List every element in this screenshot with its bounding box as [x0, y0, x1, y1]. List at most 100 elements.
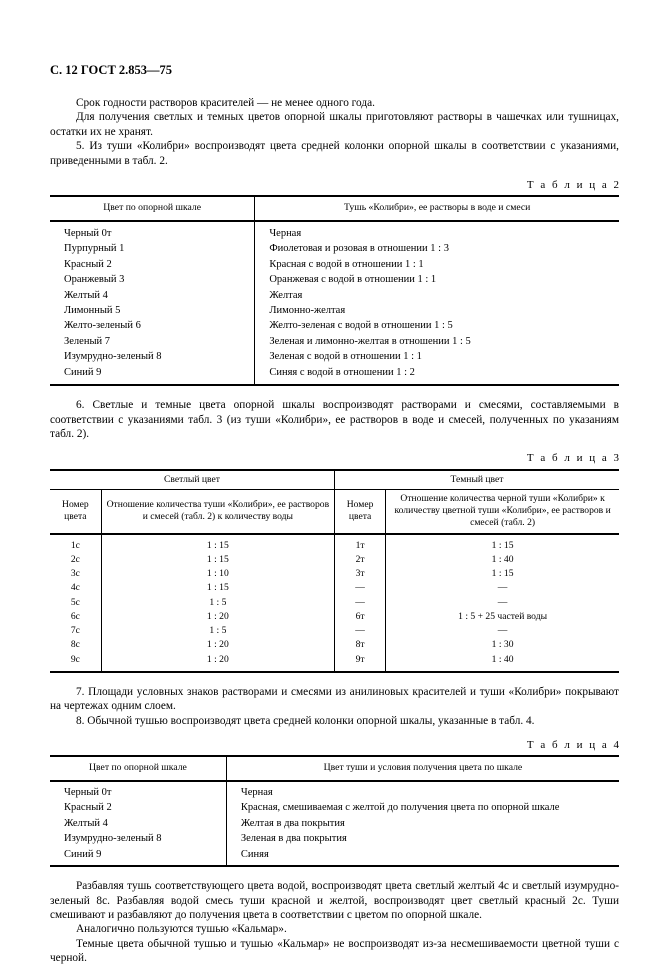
table-row: Пурпурный 1Фиолетовая и розовая в отноше… [50, 241, 619, 256]
table-row: Изумрудно-зеленый 8Зеленая с водой в отн… [50, 349, 619, 364]
table-cell: Черный 0т [50, 781, 226, 800]
table-row: Красный 2Красная, смешиваемая с желтой д… [50, 800, 619, 815]
table-header: Отношение количества туши «Колибри», ее … [101, 489, 334, 533]
table-cell: 3т [334, 567, 385, 581]
table-row: 4с1 : 15—— [50, 581, 619, 595]
table-cell: 1 : 10 [101, 567, 334, 581]
table-cell: — [334, 624, 385, 638]
table-header: Цвет по опорной шкале [50, 756, 226, 780]
table-cell: Зеленая и лимонно-желтая в отношении 1 :… [255, 334, 619, 349]
table-cell: 9с [50, 653, 101, 672]
table-cell: Желто-зеленый 6 [50, 318, 255, 333]
paragraph: 7. Площади условных знаков растворами и … [50, 685, 619, 714]
table-cell: Синий 9 [50, 365, 255, 385]
table-label-text: Т а б л и ц а [527, 179, 609, 191]
table-cell: 1 : 5 + 25 частей воды [386, 610, 619, 624]
table-cell: Зеленая в два покрытия [226, 831, 619, 846]
table-cell: Красный 2 [50, 800, 226, 815]
table-cell: Зеленый 7 [50, 334, 255, 349]
table-row: 9с1 : 209т1 : 40 [50, 653, 619, 672]
table-row: Черный 0тЧерная [50, 221, 619, 241]
table-cell: Синяя с водой в отношении 1 : 2 [255, 365, 619, 385]
table-cell: Пурпурный 1 [50, 241, 255, 256]
table-cell: — [334, 596, 385, 610]
table-number: 4 [614, 739, 620, 751]
table-header: Отношение количества черной туши «Колибр… [386, 489, 619, 533]
table-number: 3 [614, 452, 620, 464]
table-row: Изумрудно-зеленый 8Зеленая в два покрыти… [50, 831, 619, 846]
table-row: Желто-зеленый 6Желто-зеленая с водой в о… [50, 318, 619, 333]
page-header: С. 12 ГОСТ 2.853—75 [50, 62, 619, 78]
table-label: Т а б л и ц а 3 [50, 451, 619, 465]
table-cell: Оранжевый 3 [50, 272, 255, 287]
table-cell: Черная [226, 781, 619, 800]
table-cell: Изумрудно-зеленый 8 [50, 349, 255, 364]
table-row: 1с1 : 151т1 : 15 [50, 534, 619, 553]
table-cell: Желтый 4 [50, 816, 226, 831]
table-header: Номер цвета [50, 489, 101, 533]
table-cell: 1 : 40 [386, 653, 619, 672]
table-cell: 6т [334, 610, 385, 624]
table-cell: Желтая [255, 288, 619, 303]
table-cell: 1 : 15 [386, 567, 619, 581]
table-cell: 9т [334, 653, 385, 672]
table-label-text: Т а б л и ц а [527, 452, 609, 464]
table-cell: 8т [334, 638, 385, 652]
table-cell: Лимонно-желтая [255, 303, 619, 318]
paragraph: 8. Обычной тушью воспроизводят цвета сре… [50, 714, 619, 728]
table-label: Т а б л и ц а 2 [50, 178, 619, 192]
table-cell: 1 : 40 [386, 553, 619, 567]
table-cell: Желтая в два покрытия [226, 816, 619, 831]
table-cell: 1т [334, 534, 385, 553]
table-cell: Фиолетовая и розовая в отношении 1 : 3 [255, 241, 619, 256]
table-cell: 1 : 20 [101, 653, 334, 672]
paragraph: Разбавляя тушь соответствующего цвета во… [50, 879, 619, 922]
table-row: 2с1 : 152т1 : 40 [50, 553, 619, 567]
table-cell: Синяя [226, 847, 619, 866]
table-row: 5с1 : 5—— [50, 596, 619, 610]
table-4: Цвет по опорной шкале Цвет туши и услови… [50, 755, 619, 867]
table-cell: Желто-зеленая с водой в отношении 1 : 5 [255, 318, 619, 333]
table-header: Цвет туши и условия получения цвета по ш… [226, 756, 619, 780]
table-row: Лимонный 5Лимонно-желтая [50, 303, 619, 318]
table-2: Цвет по опорной шкале Тушь «Колибри», ее… [50, 195, 619, 386]
table-cell: 1 : 5 [101, 624, 334, 638]
table-cell: 6с [50, 610, 101, 624]
table-cell: 1 : 15 [101, 553, 334, 567]
table-row: Оранжевый 3Оранжевая с водой в отношении… [50, 272, 619, 287]
table-header: Номер цвета [334, 489, 385, 533]
table-number: 2 [614, 179, 620, 191]
table-cell: 2т [334, 553, 385, 567]
table-row: Черный 0тЧерная [50, 781, 619, 800]
table-cell: — [386, 624, 619, 638]
table-cell: Черный 0т [50, 221, 255, 241]
table-cell: Лимонный 5 [50, 303, 255, 318]
table-cell: 1 : 5 [101, 596, 334, 610]
table-cell: 7с [50, 624, 101, 638]
table-3: Светлый цвет Темный цвет Номер цвета Отн… [50, 469, 619, 673]
paragraph: Аналогично пользуются тушью «Кальмар». [50, 922, 619, 936]
table-cell: Красная с водой в отношении 1 : 1 [255, 257, 619, 272]
table-header: Тушь «Колибри», ее растворы в воде и сме… [255, 196, 619, 220]
table-cell: 1 : 30 [386, 638, 619, 652]
table-cell: 4с [50, 581, 101, 595]
table-cell: Красный 2 [50, 257, 255, 272]
table-cell: 1 : 15 [101, 534, 334, 553]
table-header: Цвет по опорной шкале [50, 196, 255, 220]
table-row: 8с1 : 208т1 : 30 [50, 638, 619, 652]
table-group-header: Светлый цвет [50, 470, 334, 490]
table-label-text: Т а б л и ц а [527, 739, 609, 751]
table-cell: 1 : 15 [101, 581, 334, 595]
table-cell: 1 : 15 [386, 534, 619, 553]
table-row: 6с1 : 206т1 : 5 + 25 частей воды [50, 610, 619, 624]
paragraph: Для получения светлых и темных цветов оп… [50, 110, 619, 139]
table-cell: Желтый 4 [50, 288, 255, 303]
table-row: Желтый 4Желтая [50, 288, 619, 303]
table-group-header: Темный цвет [334, 470, 619, 490]
table-cell: 1с [50, 534, 101, 553]
table-row: Желтый 4Желтая в два покрытия [50, 816, 619, 831]
table-cell: — [386, 596, 619, 610]
table-cell: Черная [255, 221, 619, 241]
paragraph: Срок годности растворов красителей — не … [50, 96, 619, 110]
table-cell: 1 : 20 [101, 610, 334, 624]
